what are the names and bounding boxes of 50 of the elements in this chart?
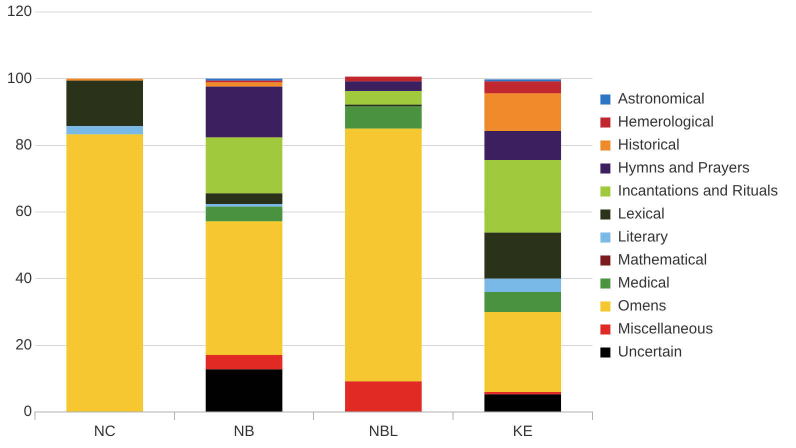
y-tick-label: 80: [15, 136, 32, 154]
bar: [206, 86, 282, 138]
bar: [484, 394, 562, 412]
y-tick-label: 20: [15, 336, 32, 354]
legend-label: Hemerological: [618, 114, 714, 131]
bar: [484, 93, 562, 131]
bar: [484, 131, 562, 160]
legend-label: Astronomical: [618, 90, 705, 108]
bar: [66, 134, 144, 412]
legend-label: Mathematical: [618, 252, 708, 269]
legend-label: Historical: [618, 136, 680, 154]
y-tick-label: 60: [15, 203, 32, 220]
bar: [345, 81, 422, 91]
bar: [66, 126, 144, 134]
legend-label: Omens: [618, 298, 666, 315]
legend-label: Miscellaneous: [618, 320, 713, 338]
bar: [484, 312, 562, 392]
bar: [484, 292, 562, 312]
x-tick-label: KE: [512, 423, 533, 440]
x-tick-label: NBL: [368, 423, 398, 440]
bar: [345, 381, 422, 412]
x-tick-label: NC: [94, 423, 116, 440]
bar: [484, 278, 562, 292]
bar: [66, 80, 144, 126]
bar: [345, 76, 422, 82]
legend-label: Uncertain: [618, 344, 682, 361]
bar: [206, 206, 282, 222]
y-tick-label: 120: [6, 3, 32, 20]
bar: [206, 193, 282, 204]
bar: [484, 81, 562, 94]
legend-label: Lexical: [618, 206, 665, 223]
bar: [484, 232, 562, 279]
y-tick-label: 40: [15, 270, 32, 287]
bar: [206, 82, 282, 87]
legend-label: Medical: [618, 274, 670, 292]
y-tick-label: 0: [24, 403, 32, 420]
legend-label: Hymns and Prayers: [618, 160, 750, 177]
bar: [345, 91, 422, 105]
bar: [206, 369, 282, 412]
legend-label: Incantations and Rituals: [618, 182, 778, 200]
legend-label: Literary: [618, 228, 668, 246]
bar: [206, 204, 282, 207]
bar: [206, 137, 282, 194]
bar: [345, 106, 422, 129]
bar: [484, 160, 562, 233]
bar: [345, 128, 422, 382]
y-tick-label: 100: [6, 70, 32, 87]
bar: [206, 221, 282, 355]
x-tick-label: NB: [234, 423, 254, 440]
bar: [206, 355, 282, 370]
